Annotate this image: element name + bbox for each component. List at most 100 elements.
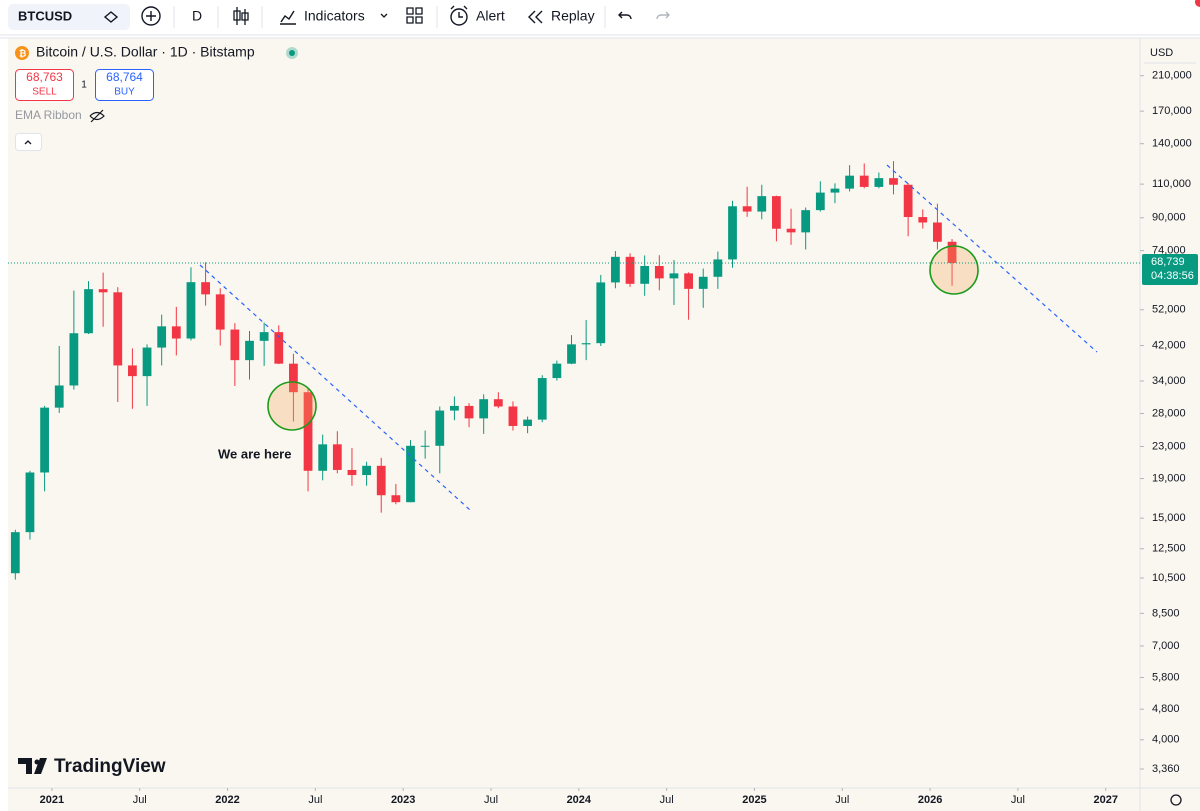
sell-label[interactable]: SELL [32,87,57,98]
chart-type-icon[interactable] [233,7,249,25]
buy-price[interactable]: 68,764 [106,70,143,84]
coin-icon [15,46,29,60]
x-tick-label: 2021 [40,794,64,806]
y-tick-label: 4,800 [1152,703,1180,715]
status-dot [289,50,295,56]
time-axis [8,788,1200,811]
y-tick-label: 23,000 [1152,440,1186,452]
candle-body [84,289,93,334]
alert-clock [450,5,468,18]
x-tick-label: Jul [1011,794,1025,806]
add-icon[interactable] [141,6,161,26]
candle-body [215,294,225,330]
highlight-circle[interactable] [267,381,317,431]
candle-body [259,332,269,341]
x-tick-label: 2024 [567,794,592,806]
countdown: 04:38:56 [1151,270,1194,282]
trend-line[interactable] [886,164,1098,353]
candles [10,161,957,580]
candle-body [567,344,576,364]
y-tick-label: 15,000 [1152,512,1186,524]
brand: TradingView [54,756,166,777]
y-tick-label: 170,000 [1152,105,1192,117]
y-tick-label: 7,000 [1152,640,1180,652]
candle-body [786,228,796,233]
highlight-circle[interactable] [929,245,979,295]
candle-body [859,175,869,187]
symbol[interactable]: BTCUSD [18,8,72,23]
replay[interactable]: Replay [551,8,595,24]
candle-body [391,495,401,503]
candle-body [508,406,518,426]
indicators[interactable]: Indicators [304,8,365,24]
candle-body [845,175,854,189]
candle-body [713,259,723,277]
y-tick-label: 5,800 [1152,671,1180,683]
alert-icon[interactable] [450,8,468,26]
y-tick-label: 34,000 [1152,375,1186,387]
alert[interactable]: Alert [476,8,505,24]
collapse-icon [24,140,32,145]
buy-label[interactable]: BUY [114,87,135,98]
symbol-box[interactable] [8,4,130,30]
candle-body [552,363,562,379]
candle-body [376,465,386,496]
chevron[interactable] [380,13,388,18]
candle-body [611,256,620,283]
candle-body [728,206,737,260]
interval[interactable]: D [192,8,202,24]
candle-body [113,292,123,366]
candle-body [230,329,240,361]
y-tick-label: 10,500 [1152,572,1186,584]
candle-body [332,444,342,470]
candle-body [54,385,64,408]
plot-area [8,38,1140,788]
x-tick-label: Jul [133,794,147,806]
add-plus [146,11,156,21]
redo-icon[interactable] [656,11,670,20]
indicator-name[interactable]: EMA Ribbon [15,108,82,122]
candle-body [654,266,664,279]
candle-body [479,399,489,419]
candle-body [303,392,313,471]
candle-body [742,206,752,212]
x-tick-label: 2025 [742,794,766,806]
diamond-icon[interactable] [103,11,119,23]
candle-body [318,444,328,471]
x-tick-label: 2027 [1093,794,1117,806]
notification-dot [1195,0,1200,7]
candle-body [493,399,503,407]
candle-body [450,405,459,411]
hidden-icon[interactable] [89,109,105,123]
buy-button[interactable] [95,69,154,101]
candle-body [347,469,357,476]
indicators-icon[interactable] [280,10,296,25]
layout-icon[interactable] [406,7,423,24]
sell-button[interactable] [15,69,74,101]
currency[interactable]: USD [1150,47,1173,59]
candle-body [435,410,445,446]
candle-body [772,196,781,229]
x-tick-label: 2026 [918,794,942,806]
sell-price[interactable]: 68,763 [26,70,63,84]
y-tick-label: 19,000 [1152,472,1186,484]
undo-icon[interactable] [618,11,632,20]
y-tick-label: 52,000 [1152,304,1186,316]
candle-body [420,445,430,447]
candle-body [918,217,928,223]
candle-body [933,222,942,242]
candle-body [625,256,635,284]
settings-icon[interactable] [1170,794,1182,806]
spread: 1 [81,80,87,91]
candle-body [186,282,196,339]
candle-body [815,192,825,211]
y-tick-label: 74,000 [1152,245,1186,257]
y-tick-label: 110,000 [1152,178,1191,190]
symbol-title: Bitcoin / U.S. Dollar · 1D · Bitstamp [36,44,255,60]
overlay: 68,739 04:38:56 [8,253,1198,285]
replay-icon[interactable] [528,10,543,24]
y-tick-label: 8,500 [1152,607,1180,619]
candle-body [537,378,547,420]
price-tag-label: 68,739 [1151,256,1185,268]
